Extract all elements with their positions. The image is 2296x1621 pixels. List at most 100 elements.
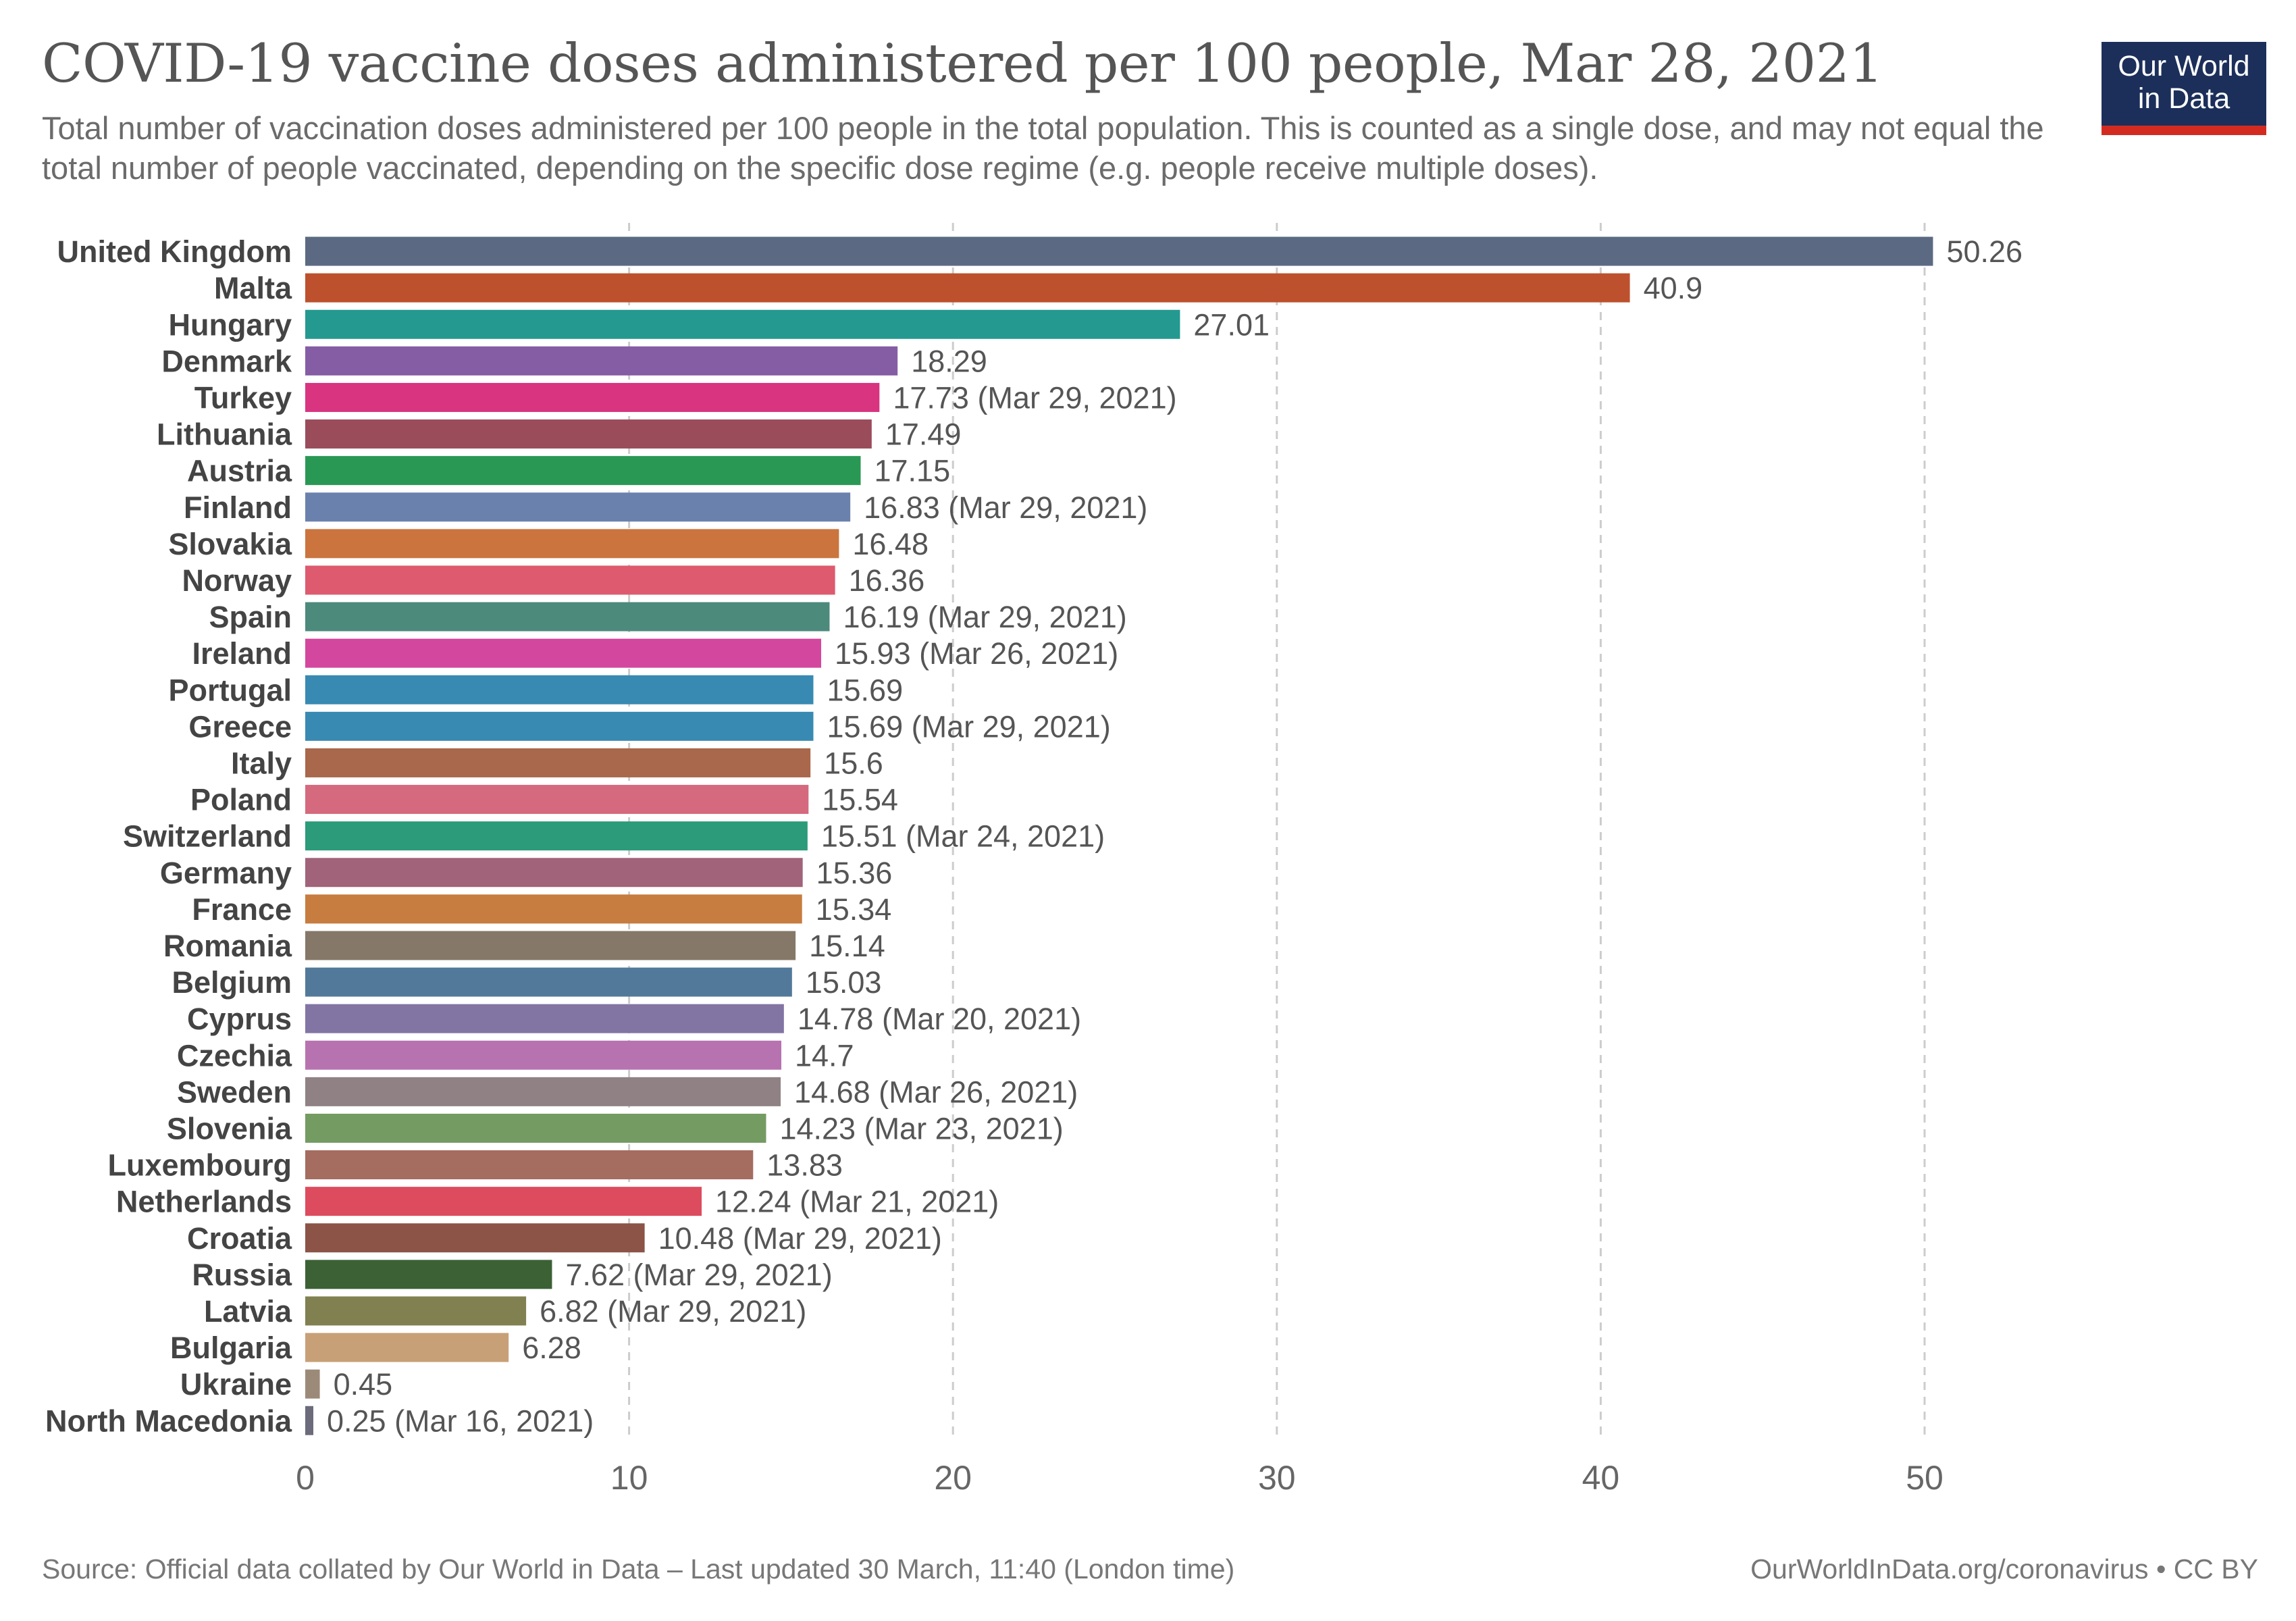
bar[interactable] [305,565,835,595]
x-tick-label: 50 [1906,1459,1943,1497]
data-label: 16.83 (Mar 29, 2021) [864,490,1147,525]
logo-line-1: Our World [2118,50,2250,82]
category-label: Ukraine [180,1367,292,1401]
bar[interactable] [305,1260,552,1289]
bar[interactable] [305,675,814,704]
data-label: 40.9 [1644,271,1703,305]
bar[interactable] [305,1296,527,1326]
bar[interactable] [305,492,851,522]
x-tick-label: 40 [1582,1459,1620,1497]
x-tick-label: 0 [296,1459,315,1497]
data-label: 50.26 [1946,234,2023,269]
data-label: 14.68 (Mar 26, 2021) [794,1075,1078,1109]
category-label: Switzerland [123,819,292,854]
category-label: Croatia [187,1221,292,1256]
bar[interactable] [305,273,1630,303]
category-label: Poland [190,783,292,817]
category-label: Denmark [161,344,292,378]
x-axis: 0 10 20 30 40 50 [296,1459,1943,1497]
bar[interactable] [305,1333,509,1362]
owid-logo[interactable]: Our World in Data [2102,42,2266,135]
bar[interactable] [305,711,814,741]
category-label: Slovakia [168,527,292,561]
data-label: 15.14 [809,929,885,963]
category-label: Romania [163,929,292,963]
bar[interactable] [305,821,808,851]
category-label: Turkey [194,380,292,415]
data-label: 14.23 (Mar 23, 2021) [779,1111,1063,1146]
bar[interactable] [305,748,811,777]
data-label: 15.34 [816,892,892,927]
bar[interactable] [305,1187,702,1216]
data-label: 13.83 [766,1148,843,1183]
bar[interactable] [305,967,792,997]
bar[interactable] [305,894,802,924]
data-label: 7.62 (Mar 29, 2021) [565,1258,832,1292]
data-label: 15.54 [822,783,898,817]
data-label: 16.19 (Mar 29, 2021) [843,600,1126,634]
bar[interactable] [305,309,1180,339]
bar[interactable] [305,785,809,815]
category-label: Portugal [168,673,292,707]
data-label: 17.15 [875,454,951,488]
data-label: 15.03 [806,965,882,1000]
bar[interactable] [305,456,861,486]
category-label: Hungary [168,307,292,342]
bar[interactable] [305,236,1933,266]
data-label: 17.49 [885,417,962,452]
data-label: 6.28 [522,1331,581,1365]
chart-subtitle: Total number of vaccination doses admini… [42,110,2044,186]
category-label: Italy [231,746,292,780]
category-label: United Kingdom [57,234,292,269]
data-label: 15.36 [816,856,893,890]
data-label: 14.78 (Mar 20, 2021) [798,1002,1081,1036]
data-label: 0.25 (Mar 16, 2021) [327,1404,594,1438]
data-label: 16.48 [852,527,929,561]
bar[interactable] [305,529,839,559]
category-label: Bulgaria [170,1331,292,1365]
bar[interactable] [305,1406,313,1435]
bar[interactable] [305,1077,781,1106]
data-label: 15.69 (Mar 29, 2021) [827,709,1110,744]
bar[interactable] [305,931,796,960]
data-label: 15.93 (Mar 26, 2021) [835,636,1118,671]
category-label: Russia [192,1258,292,1292]
bar[interactable] [305,1223,645,1253]
x-tick-label: 30 [1258,1459,1296,1497]
category-label: Greece [188,709,292,744]
bar[interactable] [305,346,898,376]
bar[interactable] [305,602,830,632]
source-note: Source: Official data collated by Our Wo… [42,1553,1235,1585]
bar[interactable] [305,638,822,668]
bar[interactable] [305,1113,766,1143]
x-tick-label: 20 [934,1459,972,1497]
data-label: 10.48 (Mar 29, 2021) [658,1221,942,1256]
x-tick-label: 10 [610,1459,648,1497]
category-label: Spain [209,600,292,634]
bar[interactable] [305,382,880,412]
category-label: Austria [187,454,292,488]
bar[interactable] [305,1150,754,1180]
data-label: 14.7 [795,1038,854,1073]
bar[interactable] [305,1040,782,1070]
data-label: 15.69 [827,673,903,707]
category-label: France [192,892,292,927]
category-label: Cyprus [187,1002,292,1036]
bar[interactable] [305,1369,320,1399]
bar[interactable] [305,1004,784,1033]
category-label: Malta [214,271,292,305]
category-label: Germany [160,856,292,890]
data-label: 16.36 [849,563,925,598]
chart-bars: United Kingdom 50.26 Malta 40.9 Hungary 27.01… [45,234,2023,1438]
data-label: 18.29 [911,344,987,378]
logo-line-2: in Data [2137,82,2230,115]
data-label: 15.51 (Mar 24, 2021) [821,819,1105,854]
bar[interactable] [305,419,872,449]
credit-link[interactable]: OurWorldInData.org/coronavirus • CC BY [1750,1553,2258,1585]
category-label: Slovenia [167,1111,292,1146]
category-label: Luxembourg [107,1148,292,1183]
data-label: 17.73 (Mar 29, 2021) [893,380,1176,415]
data-label: 0.45 [334,1367,393,1401]
bar[interactable] [305,858,803,887]
